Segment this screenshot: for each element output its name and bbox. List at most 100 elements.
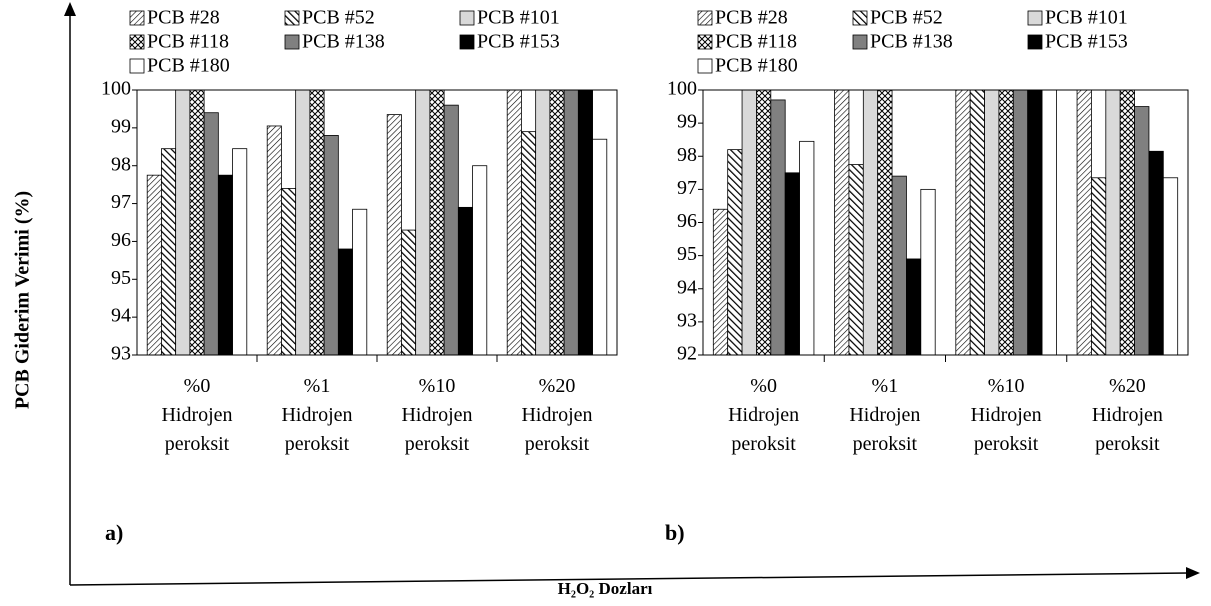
panel-label: b) bbox=[665, 520, 685, 545]
bar bbox=[984, 89, 1000, 356]
bar bbox=[506, 89, 522, 356]
bar bbox=[862, 89, 879, 356]
y-tick-label: 96 bbox=[111, 229, 131, 251]
legend-swatch bbox=[284, 34, 300, 50]
x-tick-line: peroksit bbox=[731, 433, 796, 455]
bar bbox=[834, 89, 850, 356]
plot-frame bbox=[136, 89, 618, 356]
x-tick-line: peroksit bbox=[974, 433, 1039, 455]
bar bbox=[1076, 89, 1092, 356]
y-tick-label: 99 bbox=[677, 111, 697, 133]
x-tick-label: %1 Hidrojen peroksit bbox=[281, 375, 352, 455]
x-tick-line: %0 bbox=[184, 375, 211, 397]
legend-label: PCB #118 bbox=[147, 31, 229, 53]
x-tick-line: Hidrojen bbox=[521, 404, 592, 426]
x-tick-line: peroksit bbox=[525, 433, 590, 455]
bar bbox=[1119, 89, 1135, 356]
y-arrow-head bbox=[64, 2, 76, 16]
legend-label: PCB #138 bbox=[302, 31, 385, 53]
legend-label: PCB #52 bbox=[302, 7, 375, 29]
legend-swatch bbox=[697, 10, 713, 26]
x-tick-label: %20 Hidrojen peroksit bbox=[521, 375, 592, 455]
bar bbox=[535, 89, 551, 356]
bar bbox=[415, 89, 431, 356]
bar bbox=[906, 258, 922, 356]
y-tick-label: 100 bbox=[101, 78, 131, 100]
x-tick-line: Hidrojen bbox=[161, 404, 232, 426]
bar bbox=[472, 165, 488, 356]
legend-swatch bbox=[129, 10, 145, 26]
bar bbox=[563, 89, 579, 356]
bar bbox=[756, 89, 772, 356]
bar bbox=[1134, 106, 1150, 356]
y-tick-label: 98 bbox=[111, 153, 131, 175]
y-axis-label: PCB Giderim Verimi (%) bbox=[12, 191, 34, 409]
y-tick-label: 95 bbox=[677, 243, 697, 265]
bar bbox=[891, 175, 907, 356]
bar bbox=[1027, 89, 1043, 356]
legend-swatch bbox=[1027, 10, 1043, 26]
bar bbox=[784, 172, 800, 356]
x-tick-line: %1 bbox=[872, 375, 899, 397]
y-tick-label: 95 bbox=[111, 267, 131, 289]
bar bbox=[920, 188, 936, 356]
x-tick-label: %1 Hidrojen peroksit bbox=[849, 375, 920, 455]
plot-frame bbox=[702, 89, 1189, 356]
legend-label: PCB #28 bbox=[147, 7, 220, 29]
x-axis-label: H₂O₂ Dozları bbox=[558, 579, 653, 598]
bar bbox=[443, 104, 459, 356]
x-tick-label: %20 Hidrojen peroksit bbox=[1092, 375, 1163, 455]
bar bbox=[175, 89, 191, 356]
bar bbox=[1091, 177, 1107, 356]
bar bbox=[281, 188, 297, 356]
bar bbox=[295, 89, 311, 356]
bar bbox=[877, 89, 893, 356]
y-tick-label: 93 bbox=[111, 343, 131, 365]
x-arrow-head bbox=[1186, 567, 1200, 579]
bar bbox=[1012, 89, 1029, 356]
x-tick-label: %0 Hidrojen peroksit bbox=[161, 375, 232, 455]
legend-swatch bbox=[459, 10, 475, 26]
bar bbox=[337, 248, 353, 356]
legend-label: PCB #118 bbox=[715, 31, 797, 53]
x-tick-line: Hidrojen bbox=[728, 404, 799, 426]
x-axis-arrow bbox=[69, 572, 1189, 586]
bar bbox=[1041, 89, 1057, 356]
bar bbox=[146, 174, 162, 356]
y-tick-label: 100 bbox=[667, 78, 697, 100]
legend-label: PCB #153 bbox=[1045, 31, 1128, 53]
bar bbox=[770, 99, 786, 356]
x-tick-line: %20 bbox=[539, 375, 576, 397]
bar bbox=[457, 206, 473, 356]
legend-label: PCB #180 bbox=[147, 55, 230, 77]
legend-swatch bbox=[459, 34, 475, 50]
bar bbox=[998, 89, 1014, 356]
legend-swatch bbox=[129, 34, 145, 50]
legend-label: PCB #101 bbox=[477, 7, 560, 29]
bar bbox=[352, 208, 368, 356]
legend-swatch bbox=[697, 58, 713, 74]
legend-label: PCB #28 bbox=[715, 7, 788, 29]
legend-label: PCB #101 bbox=[1045, 7, 1128, 29]
bar bbox=[741, 89, 757, 356]
x-tick-line: peroksit bbox=[285, 433, 350, 455]
bar bbox=[1148, 150, 1164, 356]
bar bbox=[309, 89, 325, 356]
legend-label: PCB #180 bbox=[715, 55, 798, 77]
bar bbox=[848, 164, 864, 356]
legend-swatch bbox=[697, 34, 713, 50]
legend-swatch bbox=[852, 34, 868, 50]
bar bbox=[429, 89, 445, 356]
legend-swatch bbox=[852, 10, 868, 26]
x-tick-line: Hidrojen bbox=[1092, 404, 1163, 426]
x-tick-label: %10 Hidrojen peroksit bbox=[971, 375, 1042, 455]
x-tick-line: %1 bbox=[304, 375, 331, 397]
bar bbox=[969, 89, 985, 356]
legend-label: PCB #52 bbox=[870, 7, 943, 29]
bar bbox=[799, 140, 815, 356]
bar bbox=[217, 174, 233, 356]
legend-label: PCB #153 bbox=[477, 31, 560, 53]
y-tick-label: 96 bbox=[677, 210, 697, 232]
x-tick-line: Hidrojen bbox=[281, 404, 352, 426]
x-tick-line: Hidrojen bbox=[401, 404, 472, 426]
